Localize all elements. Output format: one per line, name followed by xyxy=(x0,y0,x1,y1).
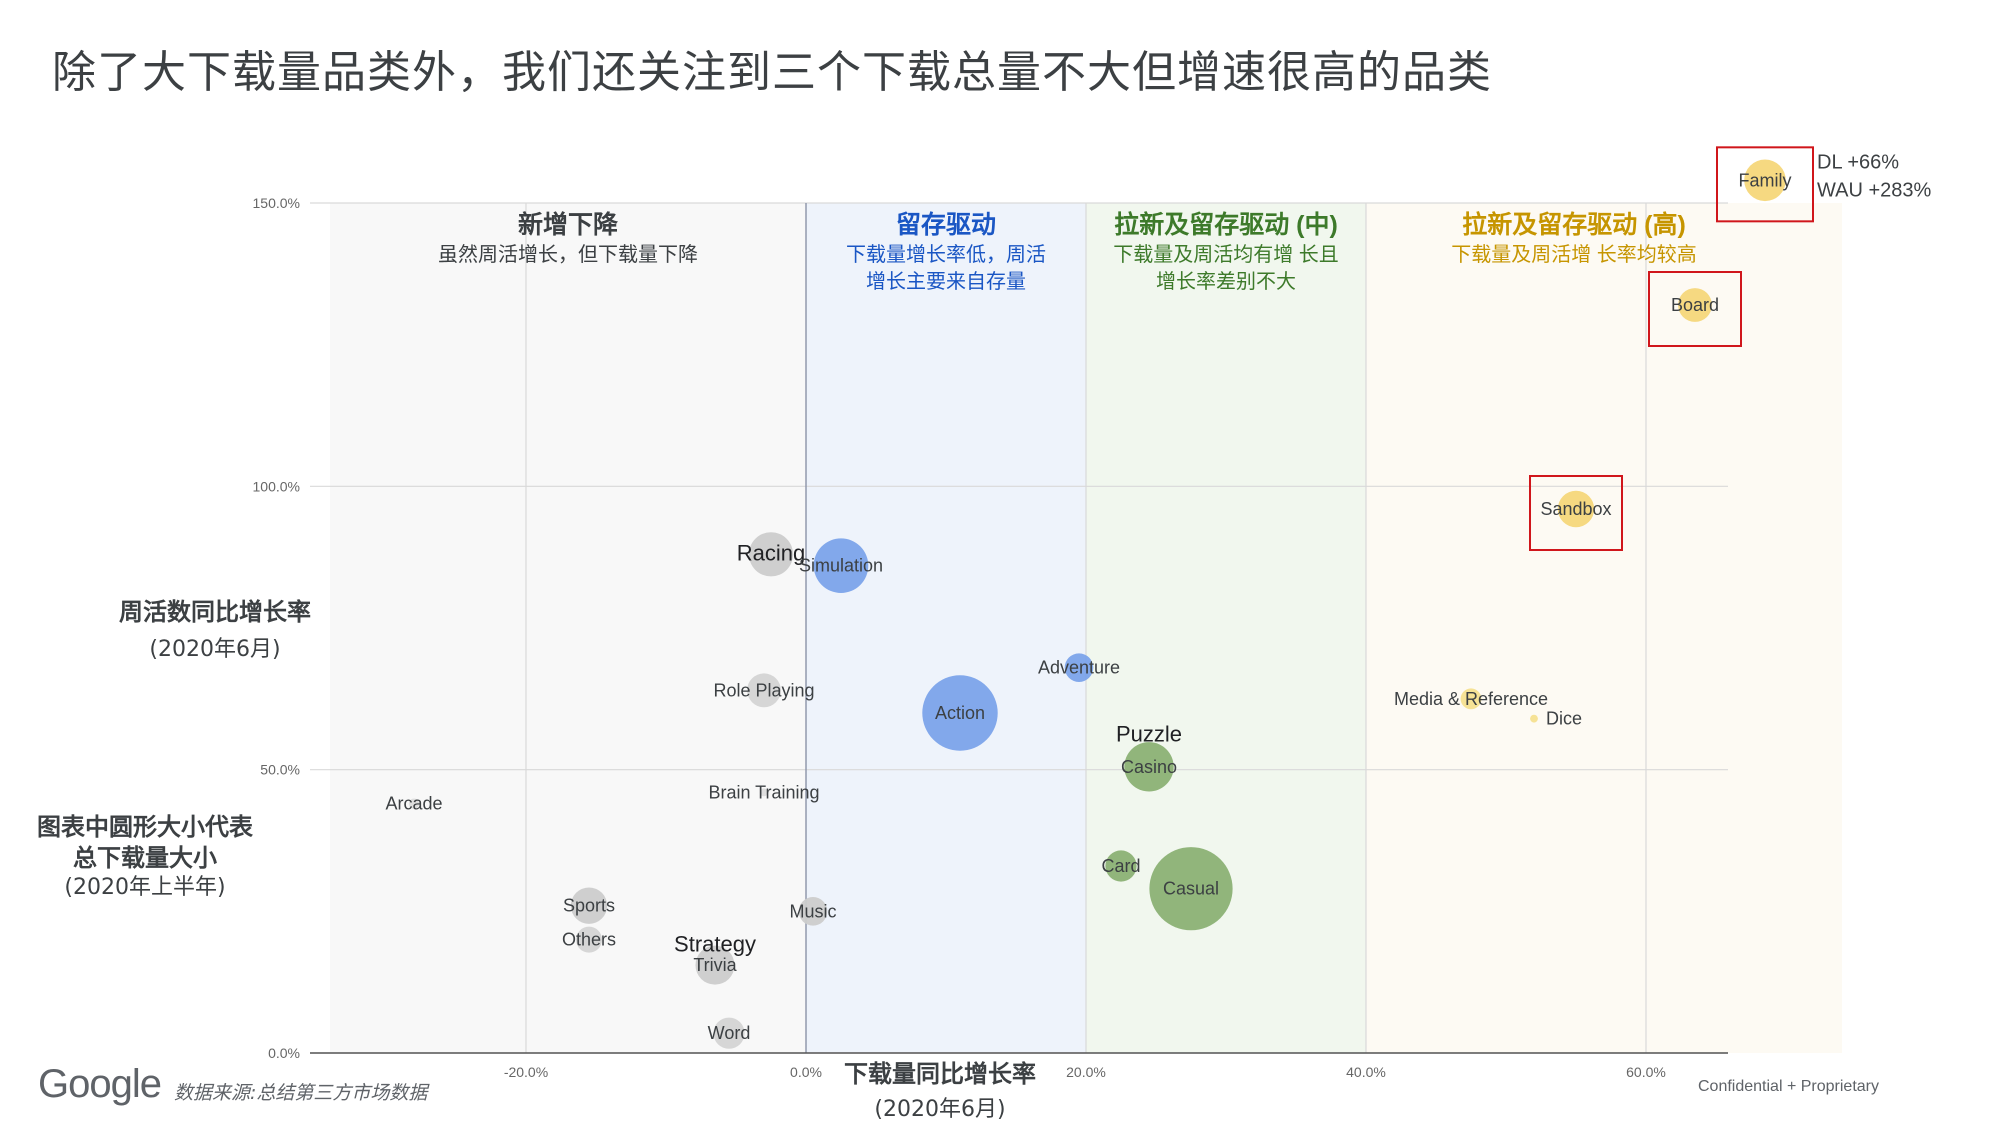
bubble-dice xyxy=(1530,714,1538,723)
region-title: 留存驱动 xyxy=(896,211,996,239)
bubble-size-note-sub: (2020年上半年) xyxy=(64,875,226,901)
region-title: 新增下降 xyxy=(518,210,619,239)
region-title: 拉新及留存驱动 (高) xyxy=(1462,210,1686,239)
bubble-size-note-title: 图表中圆形大小代表总下载量大小 xyxy=(37,813,253,873)
bubble-simulation xyxy=(813,538,869,593)
bubble-label-sandbox: Sandbox xyxy=(1540,499,1611,519)
bubble-label-word: Word xyxy=(708,1023,751,1043)
x-axis-label: 下载量同比增长率 (2020年6月) xyxy=(800,1054,1080,1123)
bubble-role-playing xyxy=(747,673,781,708)
region-subtitle: 下载量增长率低，周活 xyxy=(846,243,1046,266)
bubble-label-casino: Casino xyxy=(1121,757,1177,777)
bubble-racing xyxy=(748,532,794,577)
bubble-label-others: Others xyxy=(562,930,616,950)
data-source-note: 数据来源:总结第三方市场数据 xyxy=(174,1082,428,1104)
bubble-label-card: Card xyxy=(1101,856,1140,876)
google-logo: Google xyxy=(38,1062,162,1106)
x-tick-label: 60.0% xyxy=(1626,1064,1666,1080)
bubble-label-arcade: Arcade xyxy=(385,794,442,814)
y-tick-label: 100.0% xyxy=(253,478,300,494)
bubble-arcade xyxy=(408,798,420,809)
bubble-adventure xyxy=(1064,653,1094,682)
x-tick-label: 20.0% xyxy=(1066,1064,1106,1080)
page-title: 除了大下载量品类外，我们还关注到三个下载总量不大但增速很高的品类 xyxy=(52,47,1492,98)
bubble-label-casual: Casual xyxy=(1163,879,1219,899)
bubble-casino xyxy=(1124,742,1174,792)
bubble-family xyxy=(1744,159,1786,202)
bubble-label-puzzle: Puzzle xyxy=(1116,722,1182,747)
bubble-music xyxy=(798,897,828,926)
bubble-label-role-playing: Role Playing xyxy=(713,680,814,700)
region-subtitle: 下载量及周活均有增 长且 xyxy=(1113,243,1339,266)
bubble-label-simulation: Simulation xyxy=(799,556,883,576)
bubble-sports xyxy=(570,887,608,924)
bubble-media-reference xyxy=(1460,688,1482,710)
bubble-label-action: Action xyxy=(935,703,985,723)
y-tick-label: 50.0% xyxy=(260,762,300,778)
bubble-trivia xyxy=(695,945,735,985)
annotation-line: DL +66% xyxy=(1817,151,1899,173)
bubble-label-family: Family xyxy=(1739,170,1792,190)
bubble-brain-training xyxy=(760,788,768,797)
x-tick-label: -20.0% xyxy=(504,1064,548,1080)
bubble-label-racing: Racing xyxy=(737,540,805,565)
bubble-label-brain-training: Brain Training xyxy=(708,782,819,802)
bubble-casual xyxy=(1149,847,1233,931)
region-background-1 xyxy=(806,203,1086,1053)
bubble-label-dice: Dice xyxy=(1546,709,1582,729)
region-subtitle: 虽然周活增长，但下载量下降 xyxy=(438,243,698,266)
bubble-size-note: 图表中圆形大小代表总下载量大小 (2020年上半年) xyxy=(30,812,260,903)
confidential-label: Confidential + Proprietary xyxy=(1698,1078,1879,1095)
y-axis-label-title: 周活数同比增长率 xyxy=(119,598,311,626)
highlight-box-sandbox xyxy=(1529,475,1623,551)
bubble-label-strategy: Strategy xyxy=(674,931,756,956)
bubble-label-music: Music xyxy=(789,901,836,921)
bubble-others xyxy=(576,926,602,953)
x-axis-label-title: 下载量同比增长率 xyxy=(844,1060,1036,1088)
y-tick-label: 150.0% xyxy=(253,195,300,211)
bubble-word xyxy=(713,1017,745,1049)
bubble-label-board: Board xyxy=(1671,295,1719,315)
highlight-box-family xyxy=(1716,146,1814,223)
bubble-label-trivia: Trivia xyxy=(693,955,737,975)
bubble-label-media-reference: Media & Reference xyxy=(1394,689,1548,709)
x-axis-label-sub: (2020年6月) xyxy=(874,1097,1006,1122)
bubble-board xyxy=(1678,288,1712,322)
region-background-3 xyxy=(1366,203,1842,1053)
region-background-2 xyxy=(1086,203,1366,1053)
bubble-label-adventure: Adventure xyxy=(1038,658,1120,678)
region-subtitle: 增长率差别不大 xyxy=(1156,270,1296,293)
bubble-label-sports: Sports xyxy=(563,896,615,916)
region-subtitle: 下载量及周活增 长率均较高 xyxy=(1451,243,1697,266)
bubble-action xyxy=(922,675,998,751)
region-background-0 xyxy=(330,203,806,1053)
bubble-card xyxy=(1105,850,1137,882)
region-subtitle: 增长主要来自存量 xyxy=(866,270,1026,293)
highlight-box-board xyxy=(1648,271,1742,347)
region-title: 拉新及留存驱动 (中) xyxy=(1114,210,1338,239)
annotation-line: WAU +283% xyxy=(1817,179,1932,201)
x-tick-label: 0.0% xyxy=(790,1064,822,1080)
bubble-sandbox xyxy=(1557,490,1595,528)
y-axis-label-sub: (2020年6月) xyxy=(149,637,281,662)
x-tick-label: 40.0% xyxy=(1346,1064,1386,1080)
y-tick-label: 0.0% xyxy=(268,1045,300,1061)
y-axis-label: 周活数同比增长率 (2020年6月) xyxy=(100,592,330,663)
